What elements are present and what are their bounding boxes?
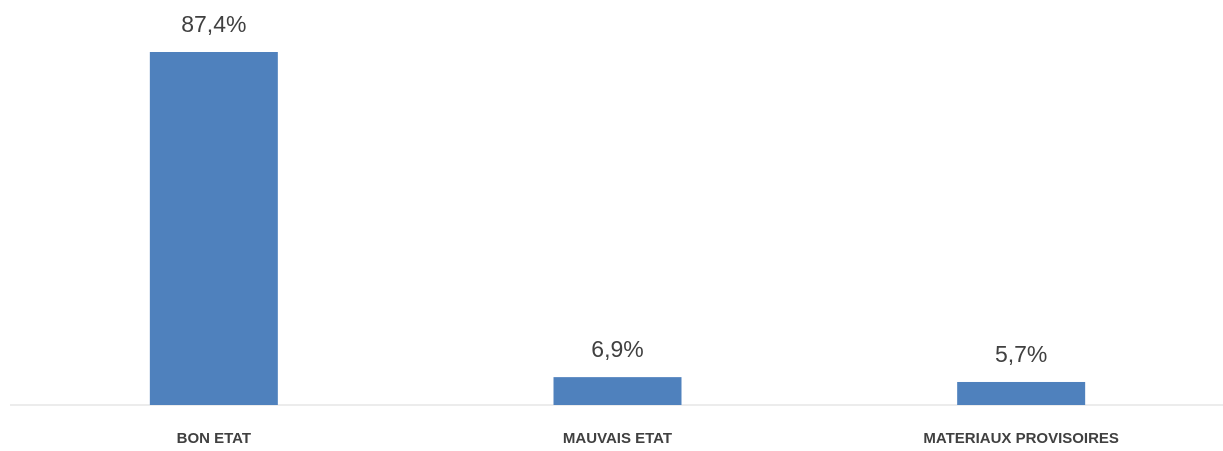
value-label: 6,9% [591, 336, 643, 362]
bar [149, 52, 278, 405]
bar [553, 377, 682, 405]
value-label: 5,7% [995, 341, 1047, 367]
value-label: 87,4% [181, 11, 246, 37]
x-tick-label: MATERIAUX PROVISOIRES [923, 430, 1119, 447]
x-tick-label: BON ETAT [177, 430, 251, 447]
bar [957, 381, 1086, 405]
x-tick-label: MAUVAIS ETAT [563, 430, 672, 447]
